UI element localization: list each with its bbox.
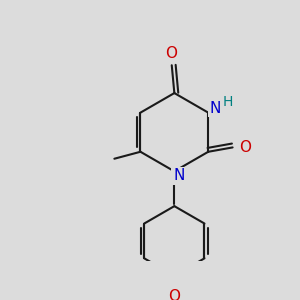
Text: O: O (239, 140, 251, 155)
Text: O: O (165, 46, 177, 62)
Text: N: N (173, 168, 184, 183)
Text: N: N (209, 101, 221, 116)
Text: H: H (222, 95, 233, 109)
Text: O: O (168, 289, 180, 300)
